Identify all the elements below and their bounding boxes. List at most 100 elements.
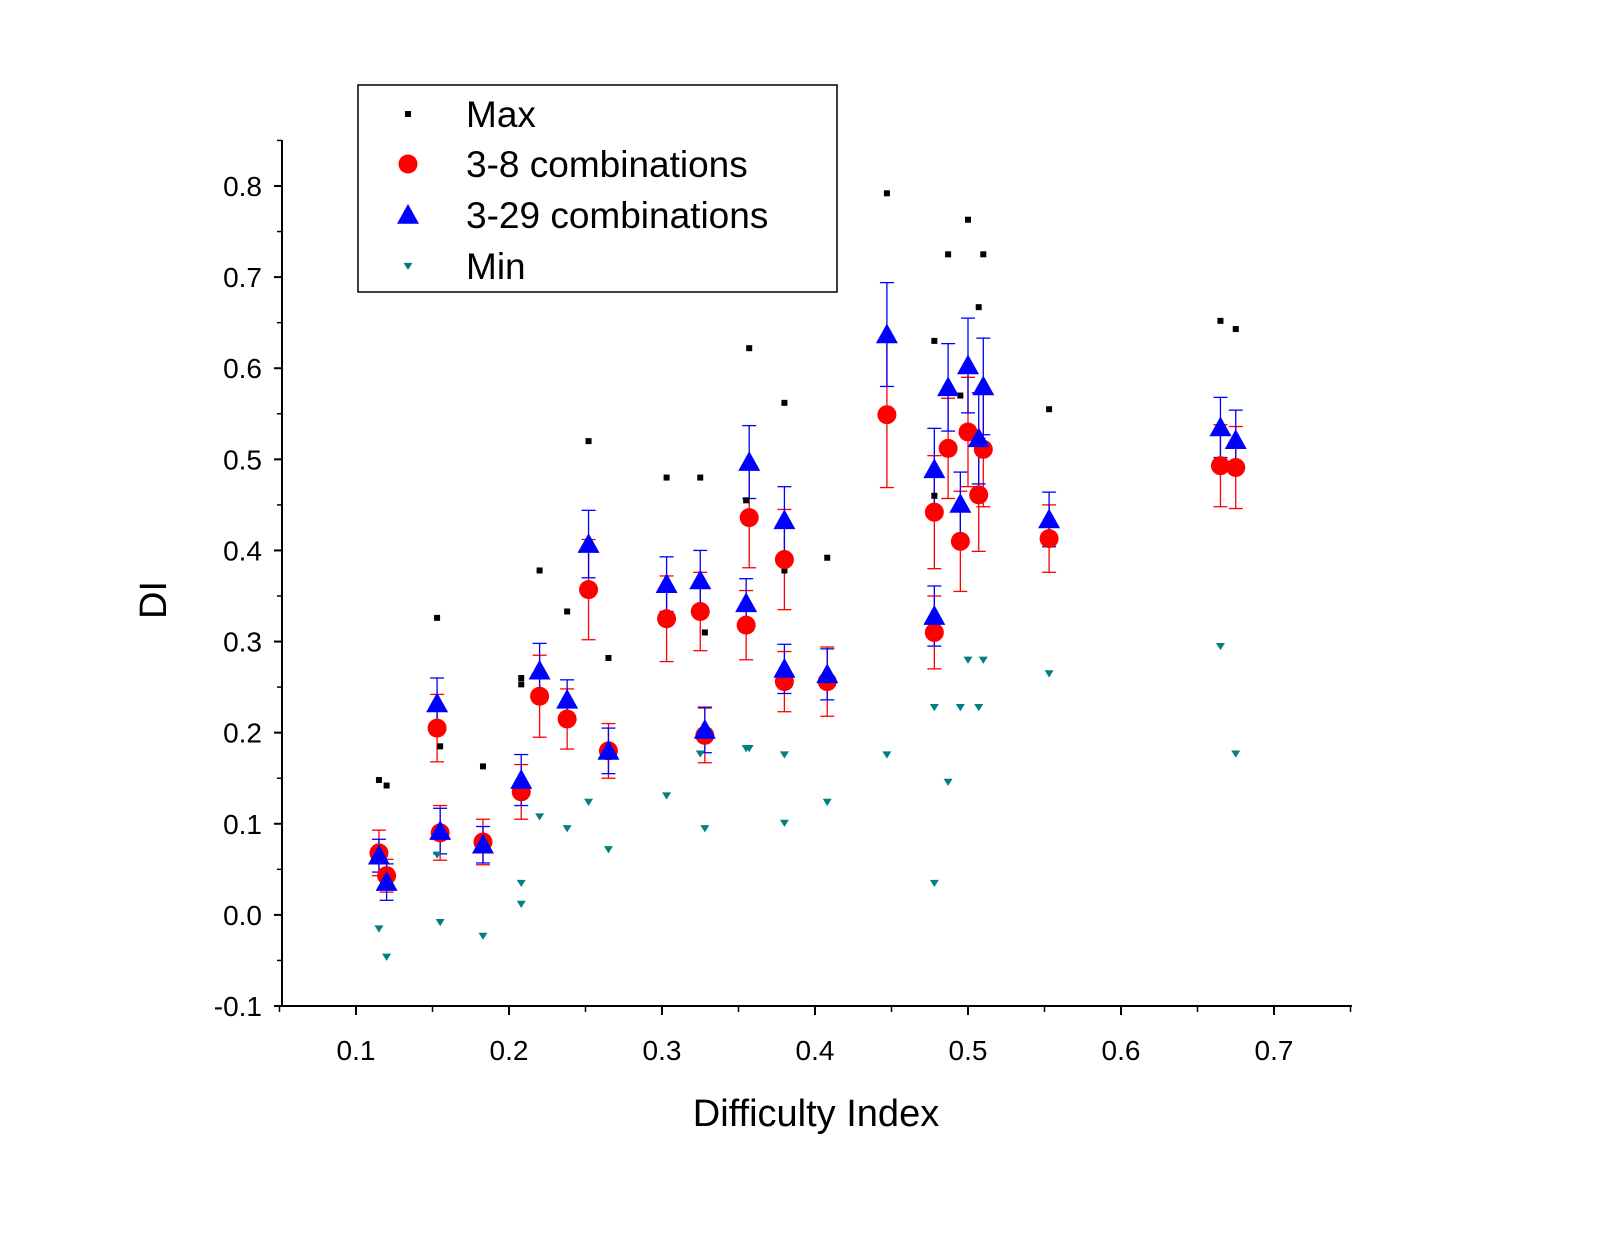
x-tick-label: 0.5	[949, 1035, 988, 1066]
combo-3-29-point	[1038, 508, 1061, 529]
y-axis-title: DI	[133, 581, 175, 619]
min-point	[1215, 642, 1225, 651]
combo-3-29-point	[510, 769, 533, 789]
min-point	[516, 879, 526, 888]
legend-marker-combo-3-8	[398, 154, 418, 174]
combo-3-29-point	[773, 657, 796, 678]
combo-3-8-point	[1210, 456, 1230, 476]
max-point	[564, 608, 571, 615]
legend-label: 3-8 combinations	[466, 144, 748, 185]
combo-3-29-point	[957, 354, 979, 375]
max-point	[743, 497, 750, 504]
combo-3-29-point	[367, 844, 390, 865]
combo-3-29-point	[556, 688, 579, 709]
combo-3-29-point	[689, 569, 712, 590]
max-point	[375, 777, 382, 784]
combo-3-29-point	[773, 509, 796, 530]
x-tick-label: 0.1	[337, 1035, 376, 1066]
combo-3-8-point	[557, 709, 577, 729]
max-point	[945, 251, 952, 258]
legend-marker-max	[405, 111, 411, 117]
legend-entries: Max 3-8 combinations 3-29 combinations Min	[397, 94, 768, 287]
combo-3-29-point	[528, 659, 551, 680]
legend-entry: 3-8 combinations	[398, 144, 748, 185]
min-point	[695, 750, 705, 758]
min-point	[478, 932, 488, 940]
min-point	[929, 704, 939, 712]
axis-tick-labels: -0.1 0.0 0.1 0.2 0.3 0.4 0.5 0.6 0.7 0.8 0.1 0.2 0.3…	[214, 171, 1294, 1066]
series-min	[374, 642, 1241, 961]
y-tick-label: 0.4	[223, 535, 262, 566]
min-point	[700, 825, 710, 833]
min-point	[822, 798, 832, 806]
max-point	[383, 782, 390, 789]
x-tick-label: 0.4	[796, 1035, 835, 1066]
combo-3-29-point	[923, 605, 946, 625]
combo-3-29-point	[1224, 429, 1247, 449]
combo-3-29-point	[738, 451, 761, 471]
min-point	[955, 704, 965, 712]
min-point	[1044, 670, 1054, 678]
y-tick-label: 0.1	[223, 809, 262, 840]
min-point	[382, 953, 392, 961]
combo-3-29-point	[693, 718, 716, 739]
min-point	[516, 900, 526, 909]
max-point	[536, 567, 543, 574]
combo-3-8-point	[958, 422, 978, 442]
max-point	[479, 763, 486, 770]
max-point	[1232, 326, 1239, 333]
min-point	[779, 819, 789, 827]
combo-3-29-point	[471, 833, 494, 854]
combo-3-29-point	[426, 692, 449, 713]
combo-3-8-point	[690, 601, 710, 621]
min-point	[603, 846, 613, 854]
combo-3-8-point	[530, 686, 550, 706]
combo-3-8-point	[950, 531, 970, 551]
max-point	[663, 474, 670, 481]
max-point	[437, 743, 444, 750]
x-tick-label: 0.7	[1255, 1035, 1294, 1066]
min-point	[1231, 750, 1241, 758]
legend-marker-min	[403, 262, 413, 271]
combo-3-8-point	[924, 622, 944, 642]
combo-3-29-point	[923, 458, 946, 479]
max-point	[518, 675, 525, 681]
data-points	[367, 190, 1247, 961]
min-point	[929, 879, 939, 888]
max-point	[975, 304, 982, 311]
combo-3-29-point	[1209, 416, 1232, 437]
series-combo-3-8	[369, 405, 1246, 886]
y-tick-label: 0.0	[223, 900, 262, 931]
series-combo-3-29	[367, 323, 1247, 891]
legend-label: Min	[466, 246, 526, 287]
min-point	[584, 798, 594, 806]
y-tick-label: 0.2	[223, 718, 262, 749]
combo-3-29-point	[429, 820, 452, 840]
combo-3-8-point	[736, 615, 756, 635]
combo-3-8-point	[1226, 458, 1246, 478]
combo-3-29-point	[577, 533, 600, 553]
combo-3-8-point	[774, 550, 794, 570]
max-point	[746, 345, 753, 352]
combo-3-8-point	[1039, 529, 1059, 549]
axes	[281, 140, 1352, 1007]
min-point	[662, 792, 672, 800]
min-point	[882, 751, 892, 759]
max-point	[697, 474, 704, 481]
combo-3-29-point	[375, 871, 398, 891]
y-tick-label: 0.7	[223, 262, 262, 293]
combo-3-8-point	[657, 609, 677, 629]
combo-3-29-point	[655, 573, 678, 593]
max-point	[957, 392, 964, 399]
min-point	[963, 656, 973, 664]
max-point	[824, 554, 831, 561]
legend-entry: Min	[403, 246, 526, 287]
combo-3-29-point	[949, 492, 972, 513]
min-point	[978, 656, 988, 664]
min-point	[562, 825, 572, 833]
series-max	[375, 190, 1239, 789]
legend: Max 3-8 combinations 3-29 combinations Min	[357, 84, 838, 293]
legend-label: Max	[466, 94, 536, 135]
max-point	[931, 492, 938, 499]
